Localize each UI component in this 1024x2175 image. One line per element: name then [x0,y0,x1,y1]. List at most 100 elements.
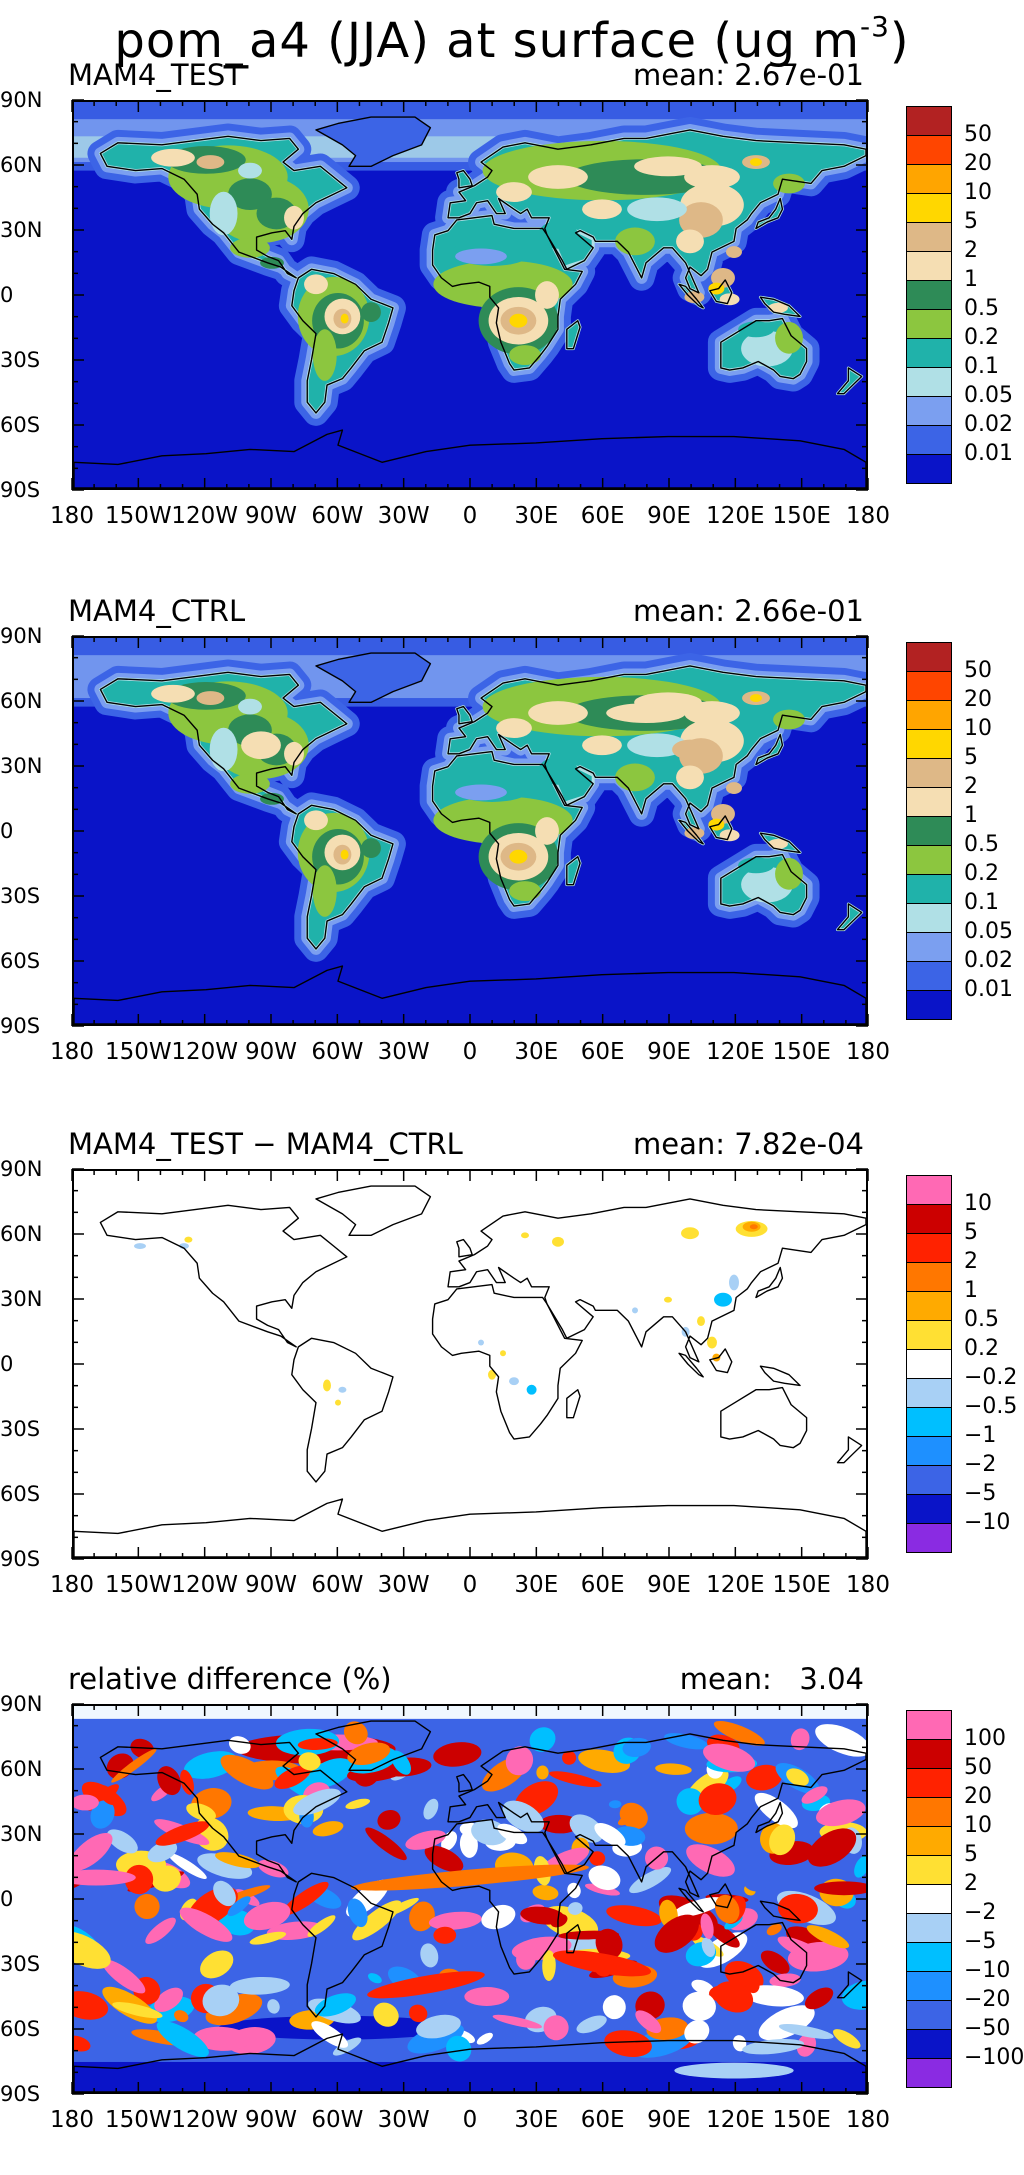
contour-field [455,248,507,265]
relative-field [220,1754,274,1790]
lon-tick-label: 150W [105,503,172,529]
lon-tick-label: 0 [462,1039,478,1065]
colorbar-label: −0.5 [964,1394,1018,1419]
coastline-uk [456,705,473,725]
colorbar-swatch [906,135,952,165]
relative-field [98,1785,117,1805]
lon-tick-label: 30W [377,503,430,529]
relative-field [691,1979,715,1995]
relative-field [567,1902,583,1915]
coastline-nz [836,1436,863,1464]
colorbar-swatch [906,338,952,368]
colorbar-swatch [906,903,952,933]
colorbar-swatch [906,1826,952,1856]
colorbar-swatch [906,1710,952,1740]
lon-tick-label: 150E [772,1572,831,1598]
coastlines [74,1185,866,1557]
difference-field [749,1224,758,1230]
lon-tick-label: 30W [377,1039,430,1065]
colorbar-label: 0.5 [964,1307,999,1332]
relative-field [745,1974,760,1994]
relative-field [655,1763,692,1775]
lon-tick-label: 60E [580,2107,625,2133]
colorbar-swatch [906,1884,952,1914]
lon-tick-label: 180 [846,503,890,529]
contour-field [509,849,528,864]
colorbar-swatch [906,2000,952,2030]
contour-field [528,701,588,725]
relative-field [698,1783,737,1815]
colorbar-swatch [906,367,952,397]
relative-field [147,1841,178,1863]
coastline-namerica [99,1204,348,1348]
lon-tick-label: 150E [772,503,831,529]
relative-field [854,1855,866,1878]
coastlines [74,652,866,1024]
panel-mean: mean: 2.67e-01 [632,58,864,92]
map-svg [74,638,866,1024]
lon-tick-label: 30E [514,2107,559,2133]
relative-field [777,1893,818,1924]
colorbar-label: 0.2 [964,325,999,350]
contour-field [241,731,281,760]
coastline-japan [755,197,784,230]
contour-field [361,838,381,859]
lon-tick-label: 180 [846,2107,890,2133]
contour-field [151,148,195,167]
relative-field [151,1865,181,1892]
contour-field [496,718,532,738]
colorbar-swatch [906,396,952,426]
contour-field [538,221,578,249]
lon-tick-label: 90W [244,1572,298,1598]
colorbar-swatch [906,1942,952,1972]
relative-field [134,1894,160,1920]
lon-tick-label: 90E [647,2107,691,2133]
relative-field [347,1898,368,1928]
title-text: pom_a4 (JJA) at surface (ug m [114,13,860,69]
colorbar-label: 0.5 [964,296,999,321]
relative-field [111,1748,157,1783]
relative-field [249,1931,287,1945]
colorbar-label: 0.05 [964,383,1013,408]
relative-field [464,1987,510,2006]
lat-tick-label: 30N [0,754,43,778]
relative-field [180,1769,194,1795]
lat-tick-label: 60N [0,153,43,177]
relative-field [602,1995,626,2020]
relative-field [543,2015,569,2041]
contour-field [209,191,238,236]
relative-field [766,1923,782,1936]
relative-field [74,1794,99,1811]
coastline-newguinea [759,1900,801,1922]
colorbar-label: 2 [964,238,978,263]
lat-tick-label: 30N [0,1287,43,1311]
relative-field [816,1799,866,1827]
relative-field [562,1750,577,1765]
contour-field [615,763,655,792]
landmass-greenland [315,117,431,167]
contour-field [284,205,304,230]
coastline-greenland [315,1720,432,1772]
relative-field [815,1724,866,1757]
contour-field [528,165,588,189]
relative-field [90,1800,115,1829]
relative-field [229,1976,290,1995]
map-svg [74,102,866,488]
lon-tick-label: 120E [706,1039,765,1065]
lon-tick-label: 90W [244,2107,298,2133]
lat-tick-label: 30S [0,1952,41,1976]
lon-tick-label: 180 [846,1039,890,1065]
coastline-borneo [709,815,733,841]
relative-field [604,2030,652,2058]
lat-tick-label: 90S [0,1547,41,1571]
relative-field [155,1821,210,1846]
colorbar-label: −0.2 [964,1365,1018,1390]
difference-field [707,1336,717,1349]
relative-field [707,1921,740,1948]
colorbar-label: −50 [964,2016,1011,2041]
lon-tick-label: 180 [50,1572,94,1598]
relative-field [312,1821,344,1837]
coastline-nz [836,903,863,931]
difference-field [681,1227,699,1240]
map-svg [74,1171,866,1557]
